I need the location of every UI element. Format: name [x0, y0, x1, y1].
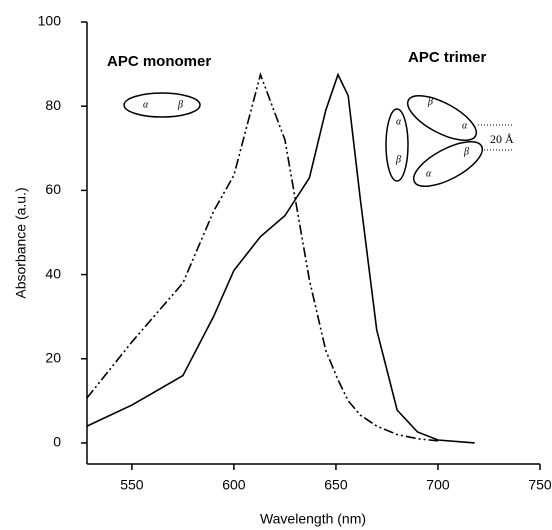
x-tick-label: 700 [426, 477, 450, 493]
y-axis-title: Absorbance (a.u.) [13, 187, 29, 298]
y-tick-label: 40 [45, 265, 61, 281]
series-line [86, 71, 439, 442]
subunit-label: α [396, 116, 402, 127]
series-label: APC monomer [107, 53, 211, 70]
x-tick-label: 600 [222, 477, 246, 493]
y-tick-label: 80 [45, 97, 61, 113]
y-tick-label: 20 [45, 349, 61, 365]
x-tick-label: 750 [528, 477, 552, 493]
subunit-label: α [426, 168, 432, 179]
subunit-label: β [395, 154, 401, 165]
y-tick-label: 0 [53, 434, 61, 450]
subunit-label: α [143, 99, 149, 110]
y-tick-label: 60 [45, 181, 61, 197]
series-label: APC trimer [408, 49, 487, 66]
x-axis-title: Wavelength (nm) [260, 511, 366, 527]
subunit-label: α [462, 120, 468, 131]
subunit-label: β [177, 99, 183, 110]
x-tick-label: 650 [324, 477, 348, 493]
subunit-label: β [427, 96, 433, 107]
series-line [86, 72, 475, 444]
diagram [123, 92, 512, 187]
subunit-label: β [463, 146, 469, 157]
distance-label: 20 Å [490, 132, 514, 146]
x-tick-label: 550 [120, 477, 144, 493]
y-tick-label: 100 [38, 13, 62, 29]
